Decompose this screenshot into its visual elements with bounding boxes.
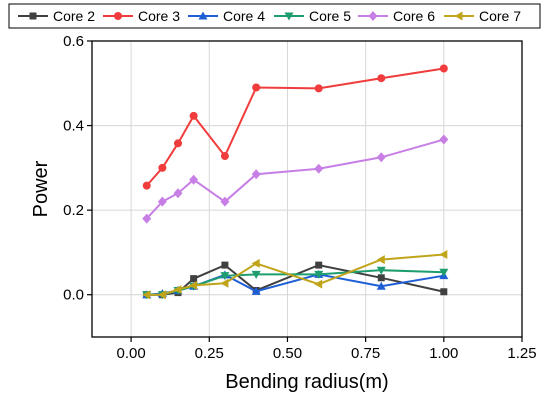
series-core-3 [142,64,448,190]
legend-marker [29,12,37,20]
data-point [376,152,386,163]
data-point [190,275,198,283]
x-tick-label: 0.25 [195,345,224,362]
x-tick-label: 0.50 [273,345,302,362]
data-point [251,270,261,279]
legend: Core 2 Core 3 Core 4 Core 5 Core 6 Core 7 [8,3,541,29]
legend-marker [454,11,463,21]
data-point [251,258,260,268]
data-point [315,261,323,269]
data-point [142,290,151,300]
data-point [439,250,448,260]
legend-item: Core 7 [444,8,521,24]
data-point [377,274,385,282]
data-point [189,174,199,185]
legend-label: Core 7 [479,8,521,24]
x-tick-label: 1.25 [507,345,536,362]
data-point [142,213,152,224]
legend-label: Core 6 [393,8,435,24]
x-tick-label: 0.75 [351,345,380,362]
data-point [189,111,198,120]
series-core-7 [142,250,448,300]
data-point [376,255,385,265]
data-point [174,139,182,148]
data-point [314,163,324,174]
data-point [157,290,166,300]
x-tick-label: 1.00 [429,345,458,362]
legend-marker [114,12,122,20]
axes: 0.00 0.25 0.50 0.75 1.00 1.25 0.0 0.2 0.4 0.6 [63,33,536,362]
data-point [439,64,448,73]
y-tick-label: 0.6 [63,33,84,50]
legend-marker [284,12,294,21]
data-point [220,152,229,161]
legend-marker [368,11,378,21]
data-point [376,281,386,290]
legend-item: Core 6 [358,8,435,24]
y-tick-label: 0.4 [63,118,84,135]
data-point [439,134,449,145]
data-point [251,286,261,295]
data-point [221,261,229,269]
legend-label: Core 5 [309,8,351,24]
data-point [376,266,386,275]
series-line [145,67,444,187]
data-point [314,279,323,289]
data-point [220,196,230,207]
legend-label: Core 3 [138,8,180,24]
data-point [252,83,261,92]
data-point [440,288,448,296]
data-point [157,196,167,207]
x-axis-title: Bending radius(m) [225,371,388,393]
legend-marker [198,11,208,20]
y-tick-label: 0.2 [63,202,84,219]
grid [92,40,523,337]
legend-label: Core 4 [223,8,265,24]
series-core-6 [142,134,449,224]
data-point [220,272,230,281]
data-point [314,84,323,93]
y-tick-label: 0.0 [63,287,84,304]
legend-item: Core 3 [103,8,180,24]
data-point [439,268,449,277]
data-point [173,188,183,199]
legend-item: Core 5 [274,8,351,24]
data-point [142,181,151,190]
y-axis-title: Power [30,160,52,217]
data-point [314,270,324,279]
legend-label: Core 2 [53,8,95,24]
data-point [158,163,167,172]
data-point [251,169,261,180]
series-layer [142,64,449,300]
plot-frame [91,40,523,338]
x-tick-label: 0.00 [116,345,145,362]
data-point [377,74,386,83]
legend-item: Core 4 [188,8,265,24]
data-point [189,280,198,290]
legend-item: Core 2 [18,8,95,24]
data-point [220,278,229,288]
data-point [173,285,182,295]
